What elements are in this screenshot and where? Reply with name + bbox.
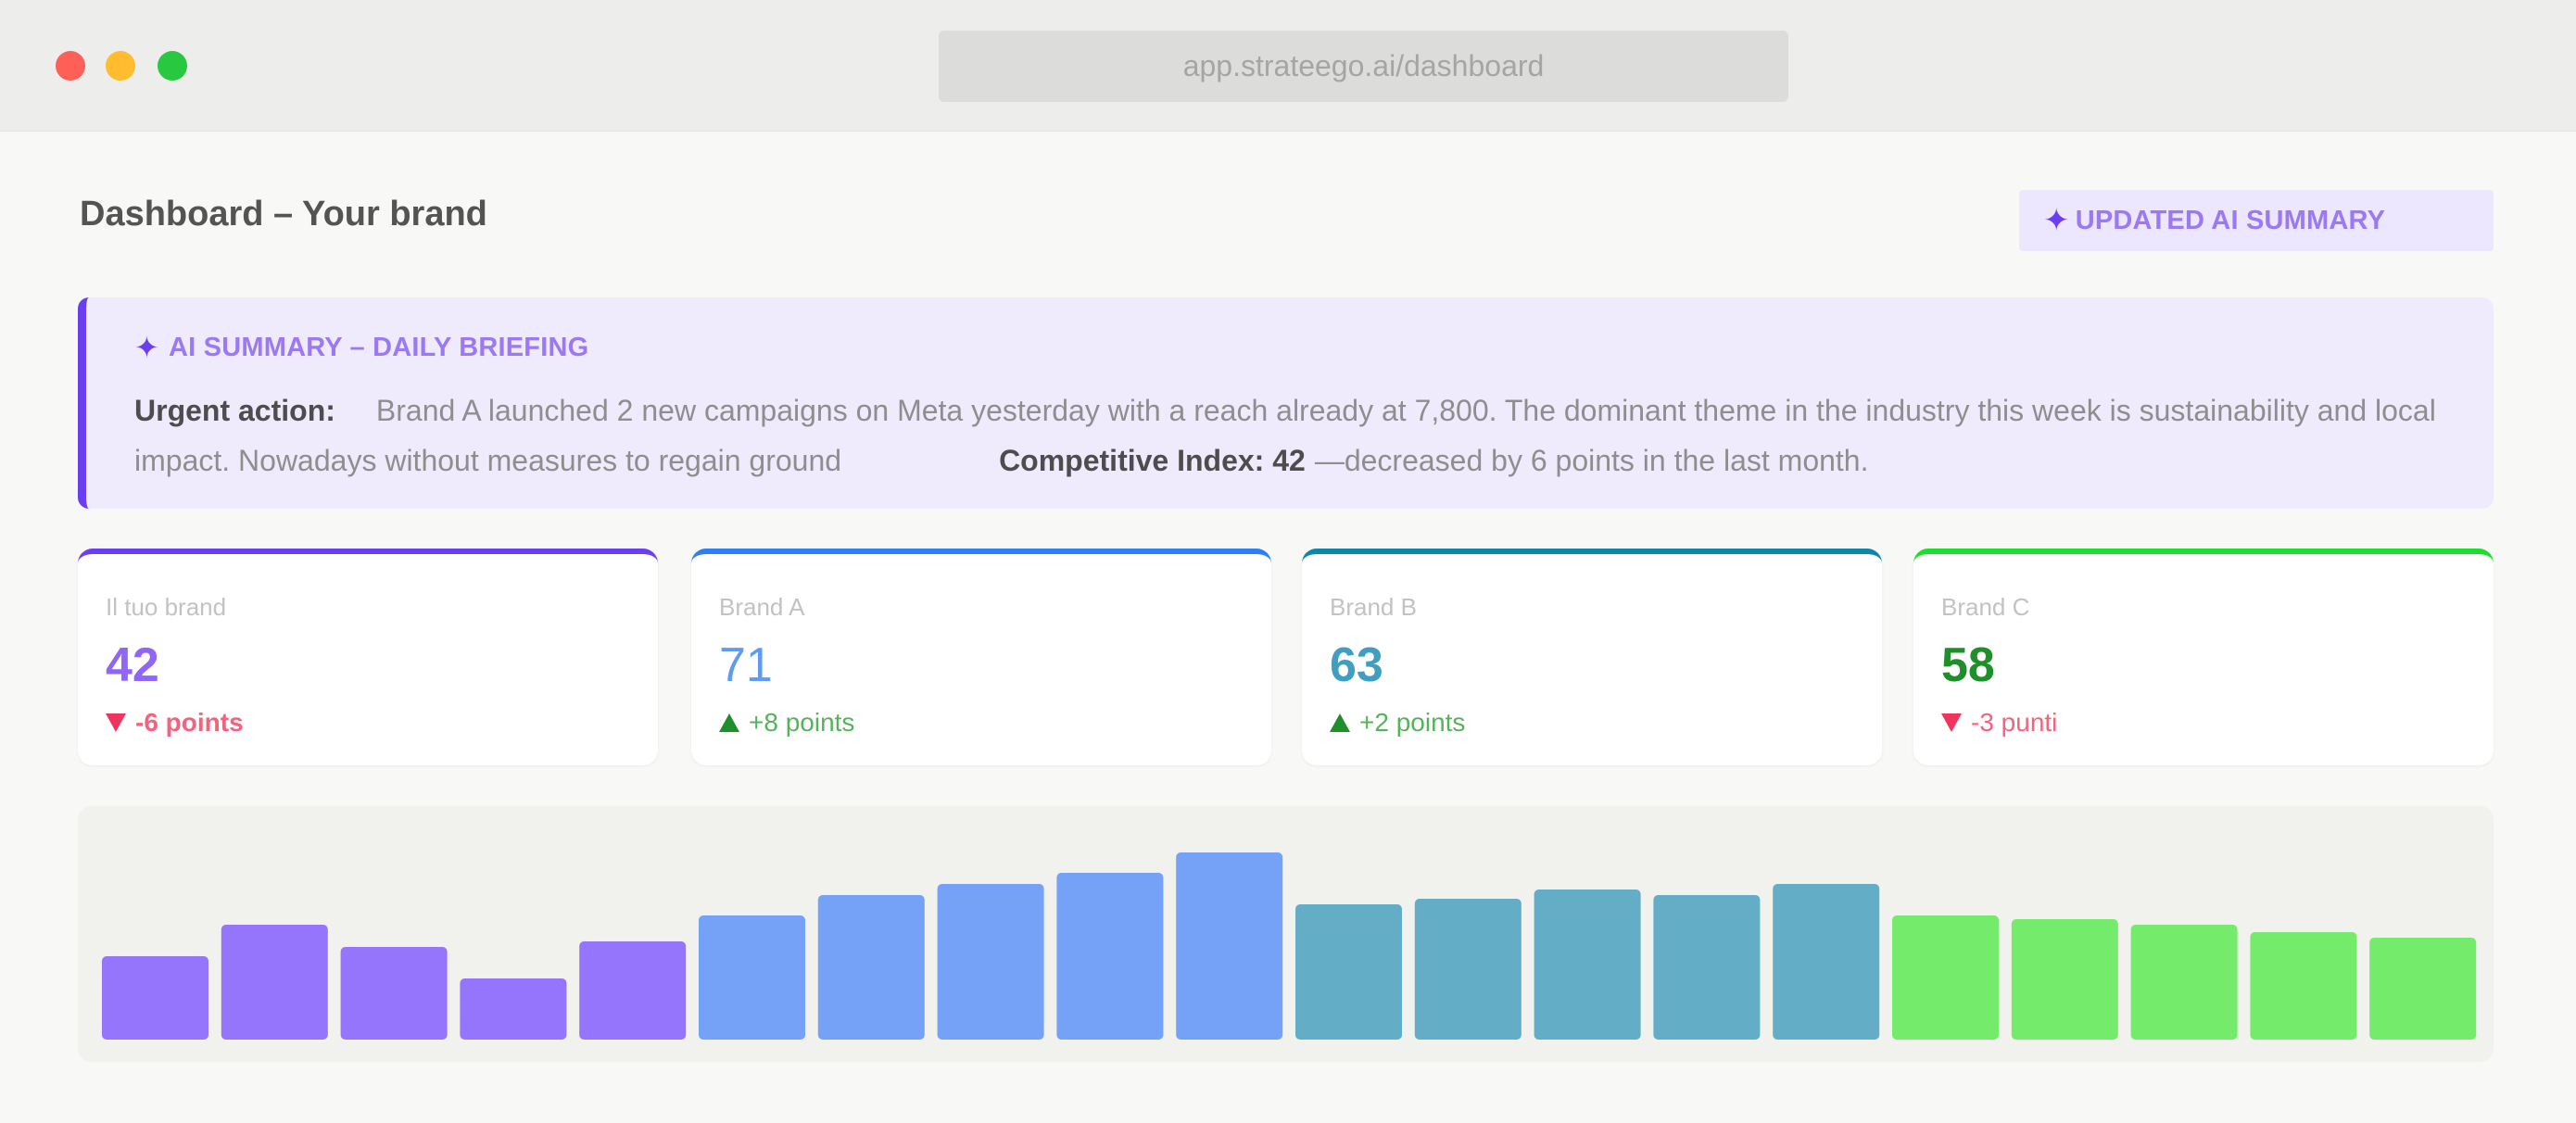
browser-titlebar: app.strateego.ai/dashboard xyxy=(0,0,2576,132)
brand-card-label: Brand A xyxy=(719,593,805,621)
competitive-index-note: —decreased by 6 points in the last month… xyxy=(1314,444,1869,477)
competitive-index-value: 42 xyxy=(1272,444,1306,477)
brand-card-score: 71 xyxy=(719,638,773,692)
address-bar[interactable]: app.strateego.ai/dashboard xyxy=(939,31,1788,102)
chart-bar[interactable] xyxy=(1295,904,1402,1040)
chart-bar[interactable] xyxy=(221,925,328,1040)
chart-bar[interactable] xyxy=(340,947,448,1040)
close-window-button[interactable] xyxy=(56,51,85,81)
brand-card-label: Il tuo brand xyxy=(106,593,227,621)
chart-bar[interactable] xyxy=(1176,852,1283,1040)
ai-summary-card: ✦ AI SUMMARY – DAILY BRIEFING Urgent act… xyxy=(78,297,2494,509)
sparkle-icon: ✦ xyxy=(2043,203,2070,238)
brand-card-brand-a[interactable]: Brand A 71 +8 points xyxy=(691,549,1271,765)
urgent-action-label: Urgent action: xyxy=(134,394,335,427)
trend-down-icon xyxy=(1941,713,1962,732)
sparkle-icon: ✦ xyxy=(134,331,160,364)
chart-bar[interactable] xyxy=(817,895,925,1040)
ai-summary-heading-text: AI SUMMARY – DAILY BRIEFING xyxy=(169,332,589,362)
ai-summary-body: Brand A launched 2 new campaigns on Meta… xyxy=(134,394,2436,477)
ai-summary-heading: ✦ AI SUMMARY – DAILY BRIEFING xyxy=(134,330,588,365)
chart-bar[interactable] xyxy=(1773,884,1880,1040)
page-title: Dashboard – Your brand xyxy=(80,195,487,233)
brand-card-delta-text: -3 punti xyxy=(1971,708,2058,737)
chart-bar[interactable] xyxy=(2011,919,2118,1040)
brand-card-delta-text: +2 points xyxy=(1359,708,1466,737)
brand-card-score: 42 xyxy=(106,638,159,692)
brand-card-brand-b[interactable]: Brand B 63 +2 points xyxy=(1302,549,1882,765)
chart-bar[interactable] xyxy=(1534,890,1641,1040)
chart-bar[interactable] xyxy=(460,978,567,1040)
chart-bar[interactable] xyxy=(937,884,1044,1040)
brand-card-delta: -3 punti xyxy=(1941,708,2057,738)
bar-chart xyxy=(102,852,2477,1040)
updated-ai-summary-label: UPDATED AI SUMMARY xyxy=(2075,205,2386,235)
minimize-window-button[interactable] xyxy=(106,51,135,81)
brand-card-delta-text: +8 points xyxy=(749,708,855,737)
brand-card-brand-c[interactable]: Brand C 58 -3 punti xyxy=(1913,549,2494,765)
trend-up-icon xyxy=(1330,713,1350,732)
brand-trend-chart xyxy=(78,806,2494,1062)
chart-bar[interactable] xyxy=(1414,899,1522,1040)
brand-card-label: Brand C xyxy=(1941,593,2030,621)
ai-summary-text: Urgent action: Brand A launched 2 new cam… xyxy=(134,385,2451,486)
brand-card-delta: +8 points xyxy=(719,708,854,738)
chart-bar[interactable] xyxy=(579,941,687,1040)
maximize-window-button[interactable] xyxy=(158,51,187,81)
chart-bar[interactable] xyxy=(699,915,805,1040)
chart-bar[interactable] xyxy=(1892,915,1999,1040)
brand-card-score: 58 xyxy=(1941,638,1995,692)
brand-card-label: Brand B xyxy=(1330,593,1417,621)
competitive-index-label: Competitive Index: xyxy=(999,444,1265,477)
chart-bar[interactable] xyxy=(2250,932,2357,1040)
brand-card-delta: +2 points xyxy=(1330,708,1465,738)
brand-card-delta: -6 points xyxy=(106,708,244,738)
trend-down-icon xyxy=(106,713,126,732)
chart-bar[interactable] xyxy=(102,956,208,1040)
trend-up-icon xyxy=(719,713,739,732)
chart-bar[interactable] xyxy=(1056,873,1164,1040)
chart-bar[interactable] xyxy=(1653,895,1761,1040)
brand-card-score: 63 xyxy=(1330,638,1383,692)
brand-card-your-brand[interactable]: Il tuo brand 42 -6 points xyxy=(78,549,658,765)
brand-card-delta-text: -6 points xyxy=(135,708,244,737)
chart-bar[interactable] xyxy=(2369,938,2477,1040)
chart-bar[interactable] xyxy=(2130,925,2238,1040)
updated-ai-summary-button[interactable]: ✦ UPDATED AI SUMMARY xyxy=(2019,190,2494,251)
